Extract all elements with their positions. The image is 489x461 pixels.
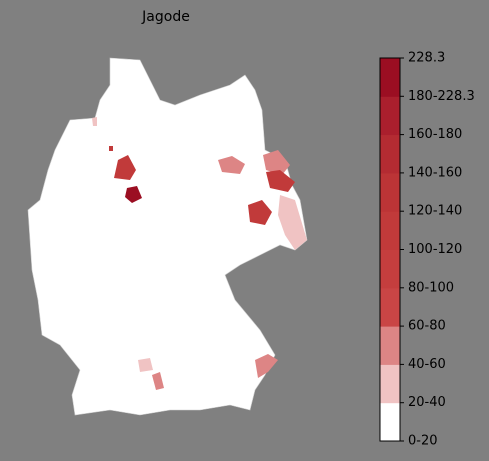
district [218, 156, 245, 174]
colorbar-tick-label: 160-180 [408, 127, 462, 142]
colorbar: 0-20 20-40 40-60 60-80 80-100 100-120 120-140 1… [379, 51, 475, 449]
district [263, 150, 290, 175]
map-title: Jagode [141, 9, 190, 25]
colorbar-tick-label: 0-20 [408, 434, 438, 449]
district [152, 372, 164, 390]
colorbar-band [380, 58, 400, 97]
country-outline [27, 57, 308, 416]
colorbar-tick-label: 60-80 [408, 319, 446, 334]
colorbar-tick-label: 140-160 [408, 165, 462, 180]
district [109, 146, 113, 151]
colorbar-tick-label: 228.3 [408, 51, 445, 66]
colorbar-tick-label: 20-40 [408, 395, 446, 410]
colorbar-band [380, 249, 400, 289]
colorbar-tick-label: 180-228.3 [408, 89, 475, 104]
colorbar-band [380, 287, 400, 327]
colorbar-band [380, 402, 400, 442]
colorbar-band [380, 172, 400, 212]
colorbar-tick-label: 100-120 [408, 242, 462, 257]
district [138, 358, 153, 372]
colorbar-band [380, 211, 400, 250]
colorbar-band [380, 96, 400, 136]
germany-map [27, 57, 308, 416]
colorbar-band [380, 326, 400, 365]
district [248, 200, 272, 225]
colorbar-band [380, 364, 400, 404]
district [125, 186, 142, 203]
district [114, 155, 136, 180]
colorbar-band [380, 134, 400, 174]
district [266, 170, 295, 192]
colorbar-tick-label: 80-100 [408, 280, 454, 295]
district [92, 117, 97, 126]
district [278, 195, 307, 250]
district [255, 354, 278, 378]
colorbar-tick-label: 120-140 [408, 204, 462, 219]
colorbar-tick-label: 40-60 [408, 357, 446, 372]
